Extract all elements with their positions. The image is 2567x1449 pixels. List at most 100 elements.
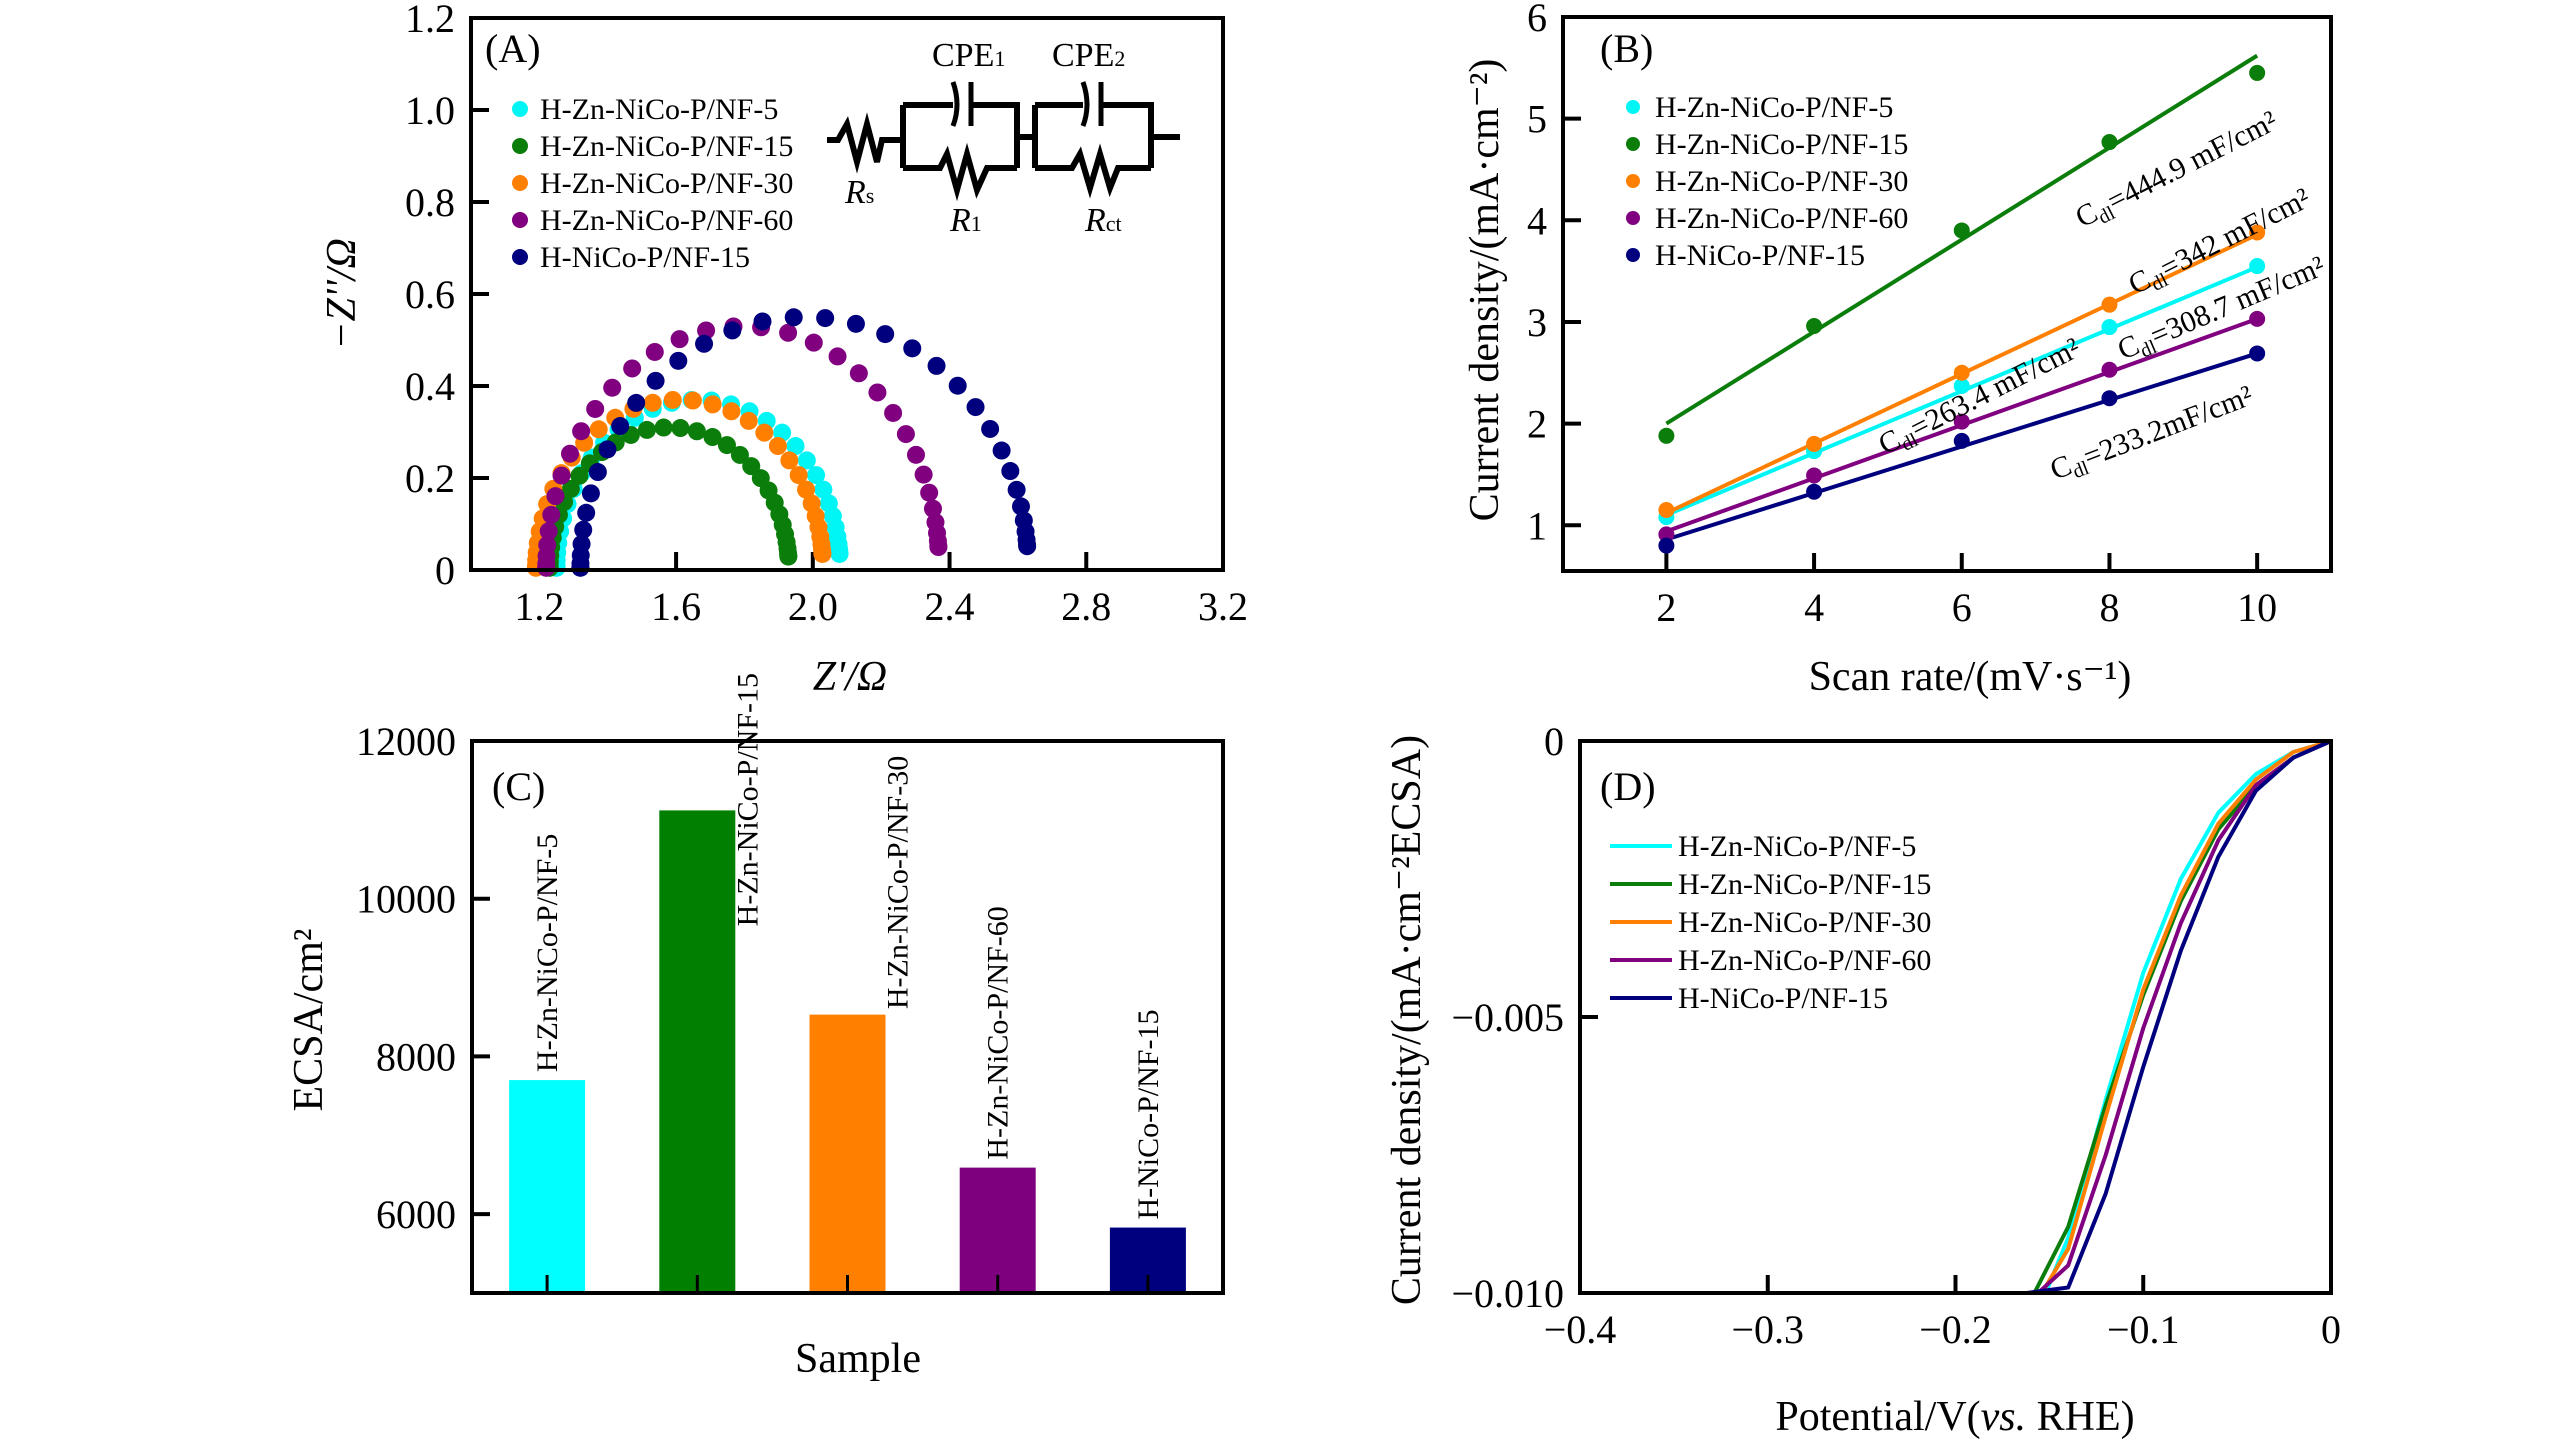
data-point [884, 403, 903, 422]
panel-c-label: (C) [492, 764, 545, 809]
data-point [586, 399, 605, 418]
rct-label: Rct [1084, 202, 1122, 239]
data-point [669, 351, 688, 370]
cdl-annotation: Cdl=233.2mF/cm² [2046, 379, 2259, 490]
bar-category-label: H-Zn-NiCo-P/NF-30 [882, 756, 915, 1009]
legend-label: H-Zn-NiCo-P/NF-5 [1678, 830, 1916, 863]
data-point [784, 308, 803, 327]
data-point [1658, 502, 1675, 519]
y-tick-label: 1.2 [405, 0, 455, 41]
data-point [1011, 497, 1030, 516]
data-point [816, 309, 835, 328]
data-point [687, 422, 706, 441]
x-tick-label: 0 [2321, 1307, 2341, 1352]
legend-label: H-Zn-NiCo-P/NF-15 [1655, 128, 1908, 161]
data-point [992, 441, 1011, 460]
x-tick-label: 1.2 [514, 584, 564, 629]
data-point [1658, 537, 1675, 554]
data-point [1953, 377, 1970, 394]
legend-label: H-Zn-NiCo-P/NF-15 [1678, 868, 1931, 901]
data-point [1806, 435, 1823, 452]
data-point [611, 417, 630, 436]
data-point [560, 444, 579, 463]
y-tick-label: 0.4 [405, 364, 455, 409]
bar-category-label: H-Zn-NiCo-P/NF-15 [731, 673, 764, 926]
panel-d-frame [1578, 739, 2333, 1295]
data-point [561, 479, 580, 498]
data-point [572, 535, 591, 554]
legend-marker [1626, 248, 1640, 262]
legend-label: H-Zn-NiCo-P/NF-15 [540, 130, 793, 163]
data-point [2101, 319, 2118, 336]
data-point [542, 505, 561, 524]
data-point [903, 339, 922, 358]
panel-b-frame [1561, 15, 2333, 573]
data-point [663, 390, 682, 409]
data-point [1001, 462, 1020, 481]
data-point [703, 428, 722, 447]
legend-label: H-Zn-NiCo-P/NF-60 [1655, 202, 1908, 235]
legend-label: H-NiCo-P/NF-15 [1655, 239, 1865, 272]
x-tick-label: −0.4 [1544, 1307, 1617, 1352]
bar-category-label: H-NiCo-P/NF-15 [1132, 1010, 1165, 1220]
data-point [581, 484, 600, 503]
panel-d-lsv: Current density/(mA·cm⁻²ECSA) Potential/… [1384, 719, 2341, 1440]
x-tick-label: 2 [1656, 585, 1676, 630]
data-point [929, 538, 948, 557]
cdl-annotation: Cdl=308.7 mF/cm² [2113, 250, 2331, 371]
data-point [914, 465, 933, 484]
data-point [896, 425, 915, 444]
x-tick-label: 6 [1952, 585, 1972, 630]
data-point [1953, 432, 1970, 449]
data-point [1007, 480, 1026, 499]
data-point [670, 330, 689, 349]
y-tick-label: −0.010 [1451, 1271, 1564, 1316]
data-point [577, 503, 596, 522]
y-tick-label: 0.6 [405, 272, 455, 317]
lsv-curve [2040, 739, 2332, 1295]
data-point [697, 321, 716, 340]
legend-marker [512, 212, 528, 228]
data-point [742, 457, 761, 476]
data-point [703, 395, 722, 414]
cpe2-label: CPE2 [1052, 37, 1125, 74]
data-point [2101, 134, 2118, 151]
legend-label: H-NiCo-P/NF-15 [1678, 982, 1888, 1015]
x-tick-label: 2.8 [1061, 584, 1111, 629]
data-point [813, 544, 832, 563]
panel-a-label: (A) [485, 26, 541, 71]
data-point [927, 356, 946, 375]
data-point [789, 466, 808, 485]
y-tick-label: 6000 [376, 1192, 456, 1237]
data-point [1018, 537, 1037, 556]
bar [659, 810, 736, 1293]
panel-c-frame [470, 739, 1225, 1295]
data-point [623, 359, 642, 378]
data-point [643, 393, 662, 412]
y-tick-label: 1.0 [405, 88, 455, 133]
data-point [2101, 296, 2118, 313]
panel-d-ylabel: Current density/(mA·cm⁻²ECSA) [1384, 735, 1430, 1305]
y-tick-label: 8000 [376, 1034, 456, 1079]
data-point [589, 420, 608, 439]
legend-marker [512, 138, 528, 154]
data-point [830, 544, 849, 563]
legend-marker [1626, 174, 1640, 188]
x-tick-label: 1.6 [651, 584, 701, 629]
data-point [722, 402, 741, 421]
data-point [868, 383, 887, 402]
y-tick-label: 0.2 [405, 456, 455, 501]
rs-label: Rs [844, 174, 874, 211]
x-tick-label: 3.2 [1198, 584, 1248, 629]
fit-line [1665, 53, 2259, 426]
panel-c-xlabel: Sample [795, 1336, 921, 1382]
data-point [981, 419, 1000, 438]
y-tick-label: 0 [435, 548, 455, 593]
legend-label: H-Zn-NiCo-P/NF-30 [540, 167, 793, 200]
data-point [730, 445, 749, 464]
circuit-wire [827, 102, 1180, 202]
data-point [588, 463, 607, 482]
equivalent-circuit: CPE1 CPE2 Rs R1 Rct [827, 37, 1180, 239]
y-tick-label: 12000 [356, 719, 456, 764]
